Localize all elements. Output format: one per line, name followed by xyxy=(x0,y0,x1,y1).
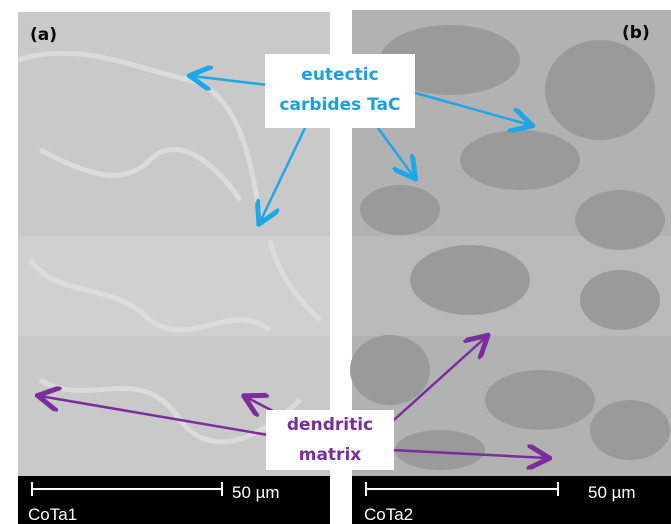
scale-label: 50 µm xyxy=(588,483,636,502)
panel-label: (a) xyxy=(30,25,57,45)
sample-label: CoTa1 xyxy=(28,505,77,524)
annotation: eutectic xyxy=(301,65,378,85)
annotation: matrix xyxy=(299,445,362,465)
annotation: carbides TaC xyxy=(279,95,400,115)
figure: (a) (b) 50 µm CoTa1 50 µm CoTa2 eutectic… xyxy=(0,0,671,524)
annotation: dendritic xyxy=(287,415,373,435)
panel-label: (b) xyxy=(622,23,650,43)
sample-label: CoTa2 xyxy=(364,505,413,524)
page: (a) (b) 50 µm CoTa1 50 µm CoTa2 eutectic… xyxy=(0,0,671,524)
scale-label: 50 µm xyxy=(232,483,280,502)
